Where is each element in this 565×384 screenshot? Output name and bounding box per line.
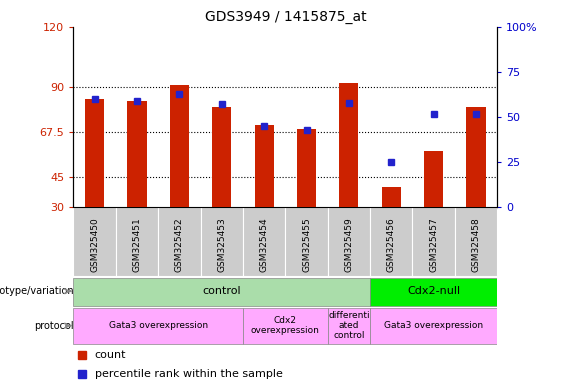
Text: GSM325456: GSM325456 bbox=[387, 218, 396, 273]
Text: GSM325455: GSM325455 bbox=[302, 218, 311, 273]
Text: count: count bbox=[95, 350, 126, 360]
Bar bbox=[370, 207, 412, 276]
Bar bbox=[243, 207, 285, 276]
Title: GDS3949 / 1415875_at: GDS3949 / 1415875_at bbox=[205, 10, 366, 25]
Text: Cdx2-null: Cdx2-null bbox=[407, 286, 460, 296]
Text: GSM325452: GSM325452 bbox=[175, 218, 184, 272]
Text: GSM325459: GSM325459 bbox=[345, 218, 353, 273]
Text: GSM325457: GSM325457 bbox=[429, 218, 438, 273]
Bar bbox=[85, 99, 104, 207]
Text: Gata3 overexpression: Gata3 overexpression bbox=[108, 321, 208, 330]
Bar bbox=[73, 308, 243, 344]
Text: protocol: protocol bbox=[34, 321, 74, 331]
Text: control: control bbox=[202, 286, 241, 296]
Bar bbox=[467, 107, 485, 207]
Bar bbox=[297, 129, 316, 207]
Text: GSM325450: GSM325450 bbox=[90, 218, 99, 273]
Bar bbox=[73, 207, 116, 276]
Bar bbox=[255, 125, 273, 207]
Bar bbox=[170, 85, 189, 207]
Bar bbox=[412, 207, 455, 276]
Bar bbox=[328, 207, 370, 276]
Text: GSM325451: GSM325451 bbox=[133, 218, 141, 273]
Bar bbox=[243, 308, 328, 344]
Text: GSM325454: GSM325454 bbox=[260, 218, 268, 272]
Bar bbox=[382, 187, 401, 207]
Bar bbox=[201, 207, 243, 276]
Bar bbox=[340, 83, 358, 207]
Bar bbox=[328, 308, 370, 344]
Text: Gata3 overexpression: Gata3 overexpression bbox=[384, 321, 483, 330]
Bar bbox=[212, 107, 231, 207]
Text: GSM325458: GSM325458 bbox=[472, 218, 480, 273]
Text: genotype/variation: genotype/variation bbox=[0, 286, 74, 296]
Bar bbox=[424, 151, 443, 207]
Bar bbox=[370, 308, 497, 344]
Bar bbox=[116, 207, 158, 276]
Bar bbox=[285, 207, 328, 276]
Bar bbox=[158, 207, 201, 276]
Bar bbox=[128, 101, 146, 207]
Bar bbox=[370, 278, 497, 306]
Text: GSM325453: GSM325453 bbox=[218, 218, 226, 273]
Text: Cdx2
overexpression: Cdx2 overexpression bbox=[251, 316, 320, 335]
Bar bbox=[73, 278, 370, 306]
Text: differenti
ated
control: differenti ated control bbox=[328, 311, 370, 340]
Text: percentile rank within the sample: percentile rank within the sample bbox=[95, 369, 282, 379]
Bar bbox=[455, 207, 497, 276]
